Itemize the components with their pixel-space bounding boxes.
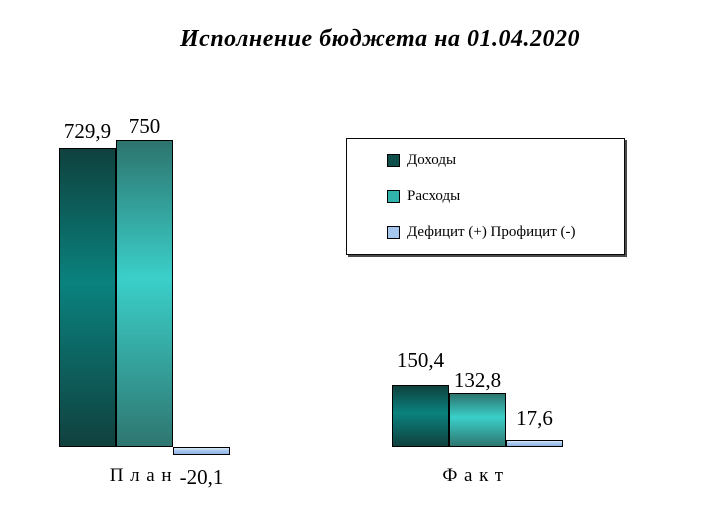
legend-swatch-dohody-icon	[387, 154, 400, 168]
value-label-deficit-proficit: 17,6	[516, 405, 553, 430]
legend-item-rashody: Расходы	[347, 187, 624, 204]
legend-label-deficit-proficit: Дефицит (+) Профицит (-)	[407, 223, 576, 240]
value-label-rashody: 750	[128, 113, 161, 138]
value-label-deficit-proficit: -20,1	[179, 465, 224, 490]
bar-deficit-proficit	[506, 439, 563, 447]
legend-label-rashody: Расходы	[407, 187, 461, 204]
value-label-dohody: 150,4	[396, 348, 445, 373]
category-label-plan: План	[109, 465, 179, 486]
value-label-dohody: 729,9	[63, 118, 112, 143]
legend-item-deficit-proficit: Дефицит (+) Профицит (-)	[347, 223, 624, 240]
chart-title: Исполнение бюджета на 01.04.2020	[180, 26, 580, 52]
bar-rashody	[116, 139, 173, 447]
legend-swatch-rashody-icon	[387, 189, 400, 203]
bar-dohody	[392, 385, 449, 447]
bar-rashody	[449, 392, 506, 447]
value-label-rashody: 132,8	[453, 367, 502, 392]
bar-deficit-proficit	[173, 447, 230, 456]
legend: Доходы Расходы Дефицит (+) Профицит (-)	[346, 138, 625, 255]
category-label-fakt: Факт	[442, 465, 510, 486]
bar-dohody	[59, 147, 116, 447]
legend-item-dohody: Доходы	[347, 153, 624, 168]
legend-swatch-deficit-proficit-icon	[387, 225, 400, 239]
legend-label-dohody: Доходы	[407, 152, 457, 169]
